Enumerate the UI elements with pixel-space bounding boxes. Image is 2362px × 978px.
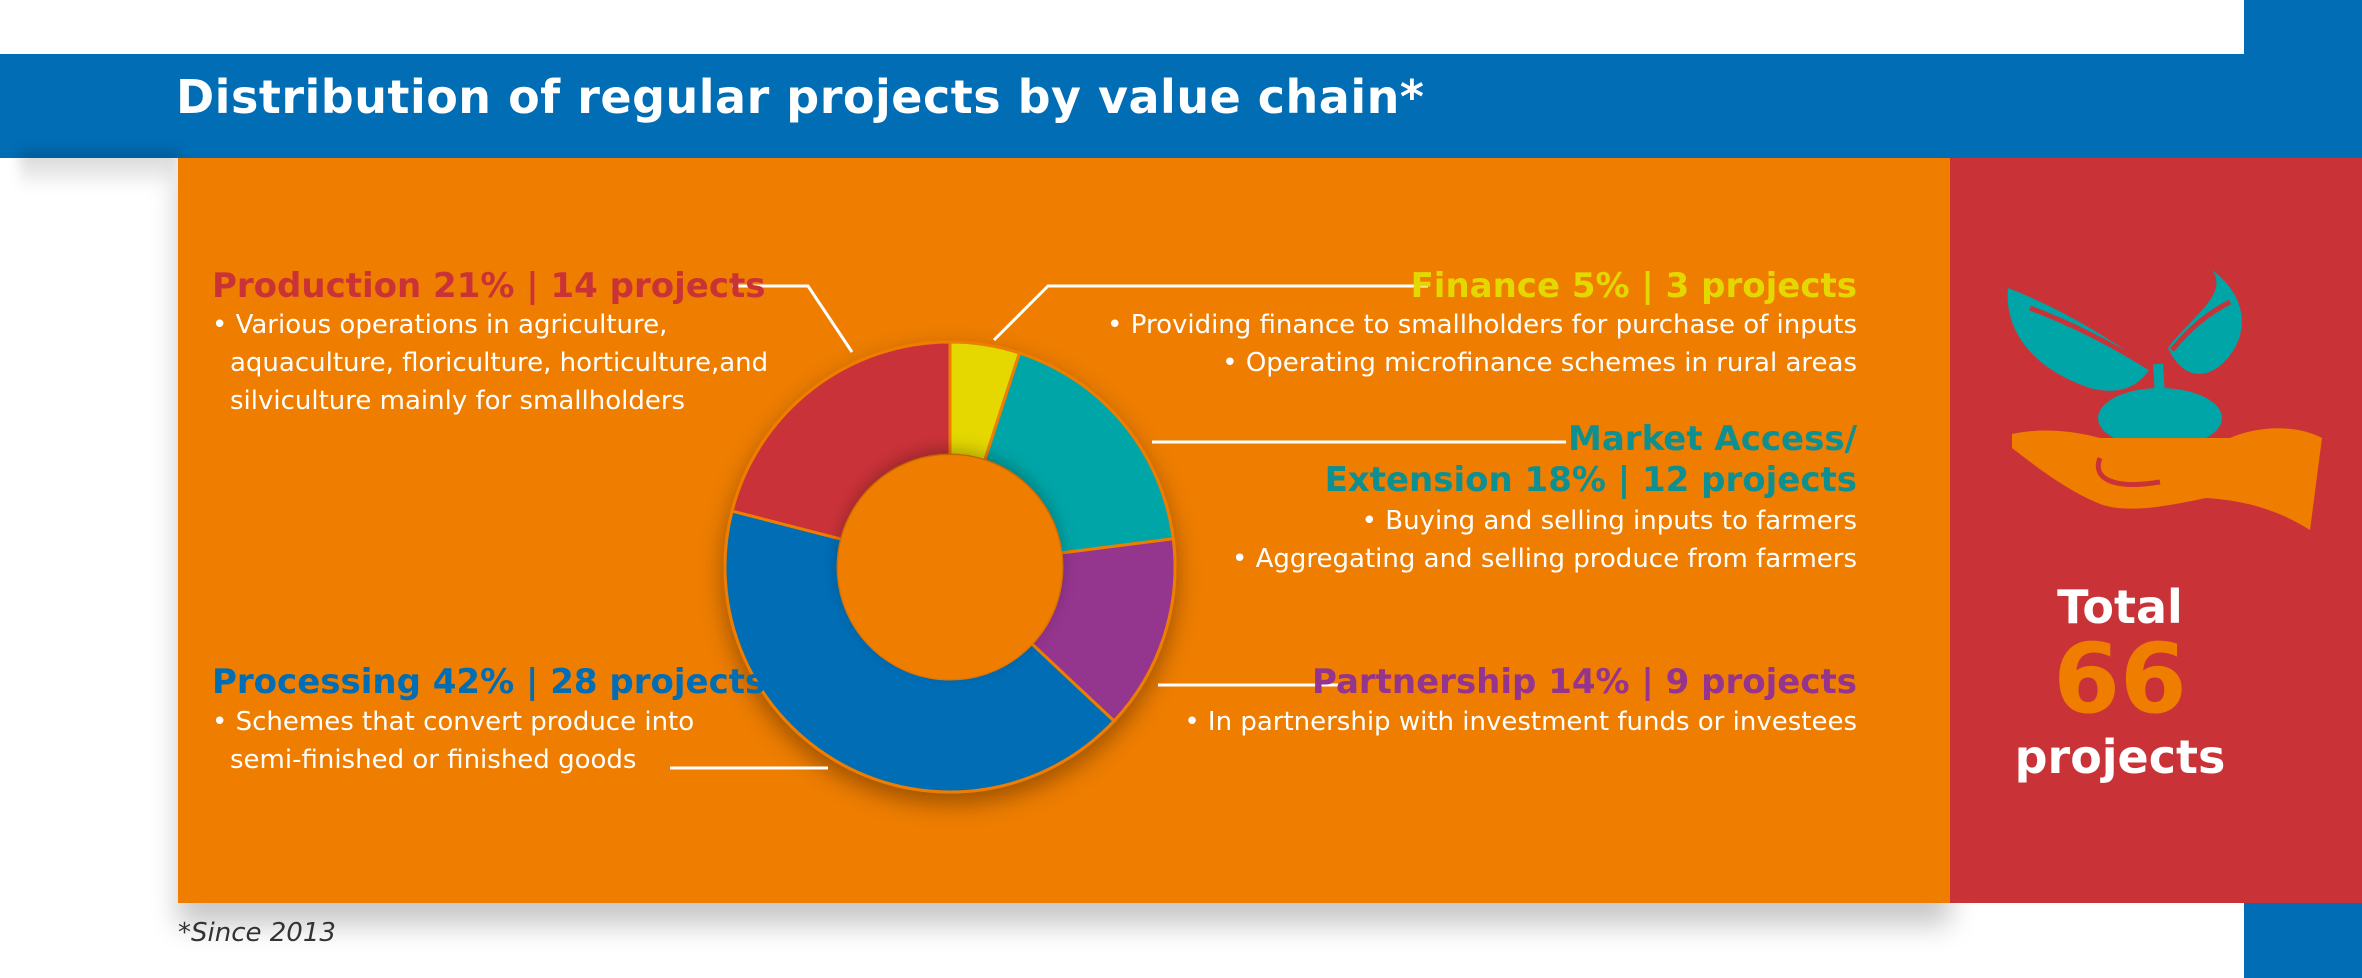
partnership-bullet-1: • In partnership with investment funds o… — [1184, 707, 1857, 737]
total-value: 66 — [2053, 623, 2187, 735]
title-banner — [0, 54, 2244, 158]
total-label: Total — [2057, 580, 2183, 634]
banner-shadow — [20, 150, 180, 190]
production-heading: Production 21% | 14 projects — [212, 266, 766, 306]
right-leaf-icon — [2168, 270, 2242, 374]
market-access-bullet-2: • Aggregating and selling produce from f… — [1232, 544, 1857, 574]
leader-line-finance — [992, 284, 1428, 342]
leader-line-production — [732, 284, 854, 353]
finance-bullet-1: • Providing finance to smallholders for … — [1107, 310, 1857, 340]
market-access-heading-line-2: Extension 18% | 12 projects — [1324, 460, 1857, 500]
plant-in-hand-icon — [2007, 270, 2322, 530]
hand-icon — [2012, 428, 2322, 530]
market-access-heading-line-1: Market Access/ — [1568, 419, 1857, 459]
donut-hole — [838, 455, 1062, 679]
production-bullet-1: • Various operations in agriculture, — [212, 310, 668, 340]
left-leaf-icon — [2007, 288, 2150, 391]
processing-heading: Processing 42% | 28 projects — [212, 662, 766, 702]
production-bullet-3: silviculture mainly for smallholders — [230, 386, 686, 416]
market-access-bullet-1: • Buying and selling inputs to farmers — [1361, 506, 1857, 536]
production-bullet-2: aquaculture, floriculture, horticulture,… — [230, 348, 769, 378]
processing-bullet-2: semi-finished or finished goods — [230, 745, 637, 775]
total-panel — [1950, 158, 2362, 903]
partnership-heading: Partnership 14% | 9 projects — [1311, 662, 1857, 702]
footnote: *Since 2013 — [178, 918, 336, 948]
soil-mound-icon — [2098, 388, 2222, 448]
finance-heading: Finance 5% | 3 projects — [1410, 266, 1857, 306]
finance-bullet-2: • Operating microfinance schemes in rura… — [1222, 348, 1857, 378]
processing-bullet-1: • Schemes that convert produce into — [212, 707, 695, 737]
total-unit: projects — [2014, 730, 2226, 784]
donut-slice-market-access-extension — [982, 351, 1175, 555]
page-title: Distribution of regular projects by valu… — [176, 70, 1425, 124]
